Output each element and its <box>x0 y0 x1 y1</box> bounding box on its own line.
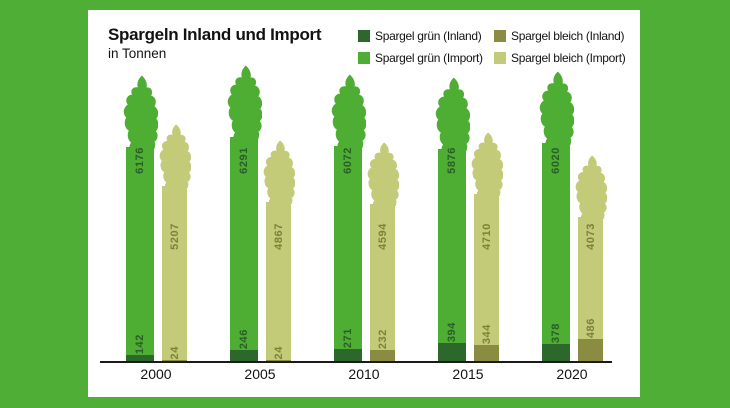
import-value-label: 5876 <box>446 147 458 174</box>
import-segment <box>230 137 258 361</box>
legend-swatch-gruen-inland <box>358 30 370 42</box>
import-segment <box>126 147 154 361</box>
inland-segment <box>230 350 258 361</box>
import-segment <box>578 217 603 361</box>
asparagus-bar-gruen-2020: 378 <box>539 71 574 361</box>
import-value-label: 4710 <box>480 223 493 250</box>
legend-label: Spargel bleich (Import) <box>511 51 626 65</box>
import-segment <box>474 194 499 361</box>
inland-segment <box>162 360 187 361</box>
legend-item-gruen-import: Spargel grün (Import) <box>358 51 483 65</box>
inland-value-label: 142 <box>134 333 146 354</box>
asparagus-tip-icon <box>435 77 470 151</box>
import-segment <box>266 202 291 361</box>
import-segment <box>542 143 570 361</box>
chart-area: 2000 142 6176 24 5207 2005 246 6291 24 4867 2010 27… <box>88 10 640 397</box>
chart-title: Spargeln Inland und Import <box>108 25 322 44</box>
legend-item-gruen-inland: Spargel grün (Inland) <box>358 29 482 43</box>
asparagus-bar-bleich-2015: 344 <box>471 132 503 361</box>
inland-value-label: 24 <box>168 345 181 359</box>
legend-item-bleich-inland: Spargel bleich (Inland) <box>494 29 624 43</box>
inland-segment <box>474 345 499 361</box>
import-segment <box>370 204 395 361</box>
import-segment <box>438 149 466 361</box>
inland-value-label: 271 <box>342 327 354 348</box>
import-segment <box>334 146 362 361</box>
asparagus-tip-icon <box>263 140 295 204</box>
inland-segment <box>542 344 570 361</box>
x-axis-label-2015: 2015 <box>452 366 484 382</box>
x-axis-line <box>100 361 612 363</box>
chart-subtitle: in Tonnen <box>108 46 167 61</box>
asparagus-bar-bleich-2010: 232 <box>367 142 399 361</box>
legend-swatch-bleich-import <box>494 52 506 64</box>
chart-panel: Spargeln Inland und Import in Tonnen Spa… <box>88 10 640 397</box>
asparagus-tip-icon <box>159 124 191 188</box>
asparagus-tip-icon <box>123 75 158 149</box>
inland-segment <box>126 355 154 361</box>
x-axis-label-2000: 2000 <box>140 366 172 382</box>
asparagus-tip-icon <box>227 65 262 139</box>
legend-item-bleich-import: Spargel bleich (Import) <box>494 51 626 65</box>
import-value-label: 6291 <box>238 147 250 174</box>
legend-label: Spargel bleich (Inland) <box>511 29 625 43</box>
inland-segment <box>578 339 603 361</box>
legend-label: Spargel grün (Import) <box>375 51 483 65</box>
import-value-label: 5207 <box>168 223 181 250</box>
asparagus-bar-gruen-2010: 271 <box>331 74 366 361</box>
asparagus-tip-icon <box>367 142 399 206</box>
asparagus-bar-gruen-2005: 246 <box>227 65 262 361</box>
x-axis-label-2020: 2020 <box>556 366 588 382</box>
import-value-label: 4073 <box>584 223 597 250</box>
inland-value-label: 344 <box>480 323 493 344</box>
asparagus-tip-icon <box>539 71 574 145</box>
import-value-label: 4594 <box>376 223 389 250</box>
inland-value-label: 232 <box>376 328 389 349</box>
asparagus-tip-icon <box>575 155 607 219</box>
import-value-label: 6072 <box>342 147 354 174</box>
inland-value-label: 486 <box>584 317 597 338</box>
inland-segment <box>370 350 395 361</box>
legend-swatch-gruen-import <box>358 52 370 64</box>
import-value-label: 6176 <box>134 147 146 174</box>
asparagus-bar-bleich-2020: 486 <box>575 155 607 361</box>
import-value-label: 6020 <box>550 147 562 174</box>
inland-value-label: 246 <box>238 328 250 349</box>
asparagus-tip-icon <box>471 132 503 196</box>
inland-value-label: 394 <box>446 321 458 342</box>
inland-segment <box>438 343 466 361</box>
x-axis-label-2005: 2005 <box>244 366 276 382</box>
asparagus-bar-gruen-2015: 394 <box>435 77 470 361</box>
asparagus-tip-icon <box>331 74 366 148</box>
x-axis-label-2010: 2010 <box>348 366 380 382</box>
asparagus-bar-bleich-2005: 24 <box>263 140 295 361</box>
legend-label: Spargel grün (Inland) <box>375 29 482 43</box>
legend-swatch-bleich-inland <box>494 30 506 42</box>
import-value-label: 4867 <box>272 223 285 250</box>
inland-segment <box>334 349 362 361</box>
import-segment <box>162 186 187 361</box>
inland-value-label: 378 <box>550 322 562 343</box>
asparagus-bar-bleich-2000: 24 <box>159 124 191 361</box>
asparagus-bar-gruen-2000: 142 <box>123 75 158 361</box>
inland-value-label: 24 <box>272 345 285 359</box>
inland-segment <box>266 360 291 361</box>
